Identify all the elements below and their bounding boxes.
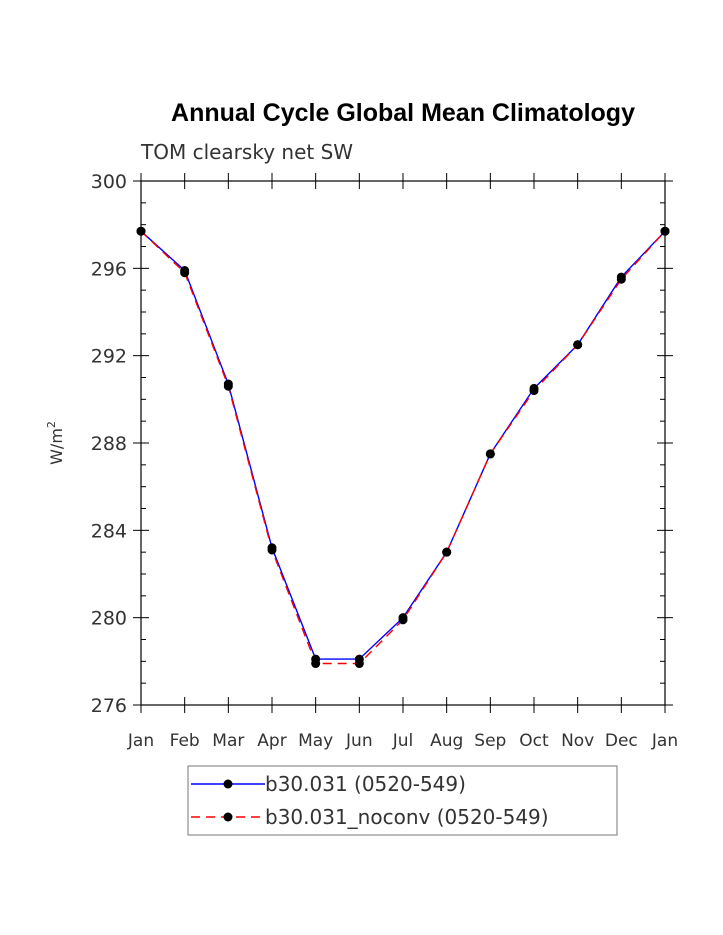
series-lines [140,230,666,665]
x-tick-label: Feb [170,731,200,751]
y-axis-label-superscript: 2 [45,421,58,428]
x-tick-label: Mar [212,731,244,751]
series-markers [136,226,670,669]
x-tick-label: Aug [430,731,463,751]
data-point-series-2 [223,381,233,391]
y-tick-label: 284 [91,520,127,542]
data-point-series-2 [267,545,277,555]
chart-subtitle: TOM clearsky net SW [140,140,353,164]
y-tick-label: 280 [91,608,127,630]
legend-box [187,765,618,836]
series-line-2 [140,230,666,665]
x-tick-label: Sep [474,731,506,751]
plot-frame [140,180,666,706]
data-point-series-2 [485,449,495,459]
data-point-series-2 [616,274,626,284]
legend-marker-series-2 [223,812,233,822]
legend-label-series-1: b30.031 (0520-549) [265,772,466,796]
legend-marker-series-1 [223,779,233,789]
legend: b30.031 (0520-549) b30.031_noconv (0520-… [187,765,618,836]
y-tick-label: 276 [91,695,127,717]
x-tick-label: Nov [561,731,594,751]
y-tick-label: 292 [91,346,127,368]
legend-label-series-2: b30.031_noconv (0520-549) [265,805,549,829]
x-tick-label: Oct [519,731,549,751]
x-tick-label: Jun [345,731,373,751]
data-point-series-2 [529,386,539,396]
y-tick-label: 288 [91,433,127,455]
y-axis-label-text: W/m [47,428,66,465]
data-point-series-2 [442,547,452,557]
x-tick-label: May [298,731,333,751]
series-line-1 [140,230,666,660]
data-point-series-2 [354,659,364,669]
axis-ticks [133,173,673,713]
axis-tick-labels: 276 280 284 288 292 296 300 Jan Feb Mar Apr May Jun J… [91,171,678,751]
chart-title: Annual Cycle Global Mean Climatology [171,99,635,127]
x-tick-label: Jan [127,731,154,751]
x-tick-label: Jul [392,731,414,751]
x-tick-label: Apr [257,731,286,751]
data-point-series-2 [660,226,670,236]
x-tick-label: Dec [605,731,638,751]
svg-text:W/m2: W/m2 [45,421,66,465]
y-tick-label: 296 [91,258,127,280]
data-point-series-2 [180,268,190,278]
x-tick-label: Jan [651,731,678,751]
data-point-series-2 [136,226,146,236]
data-point-series-2 [398,615,408,625]
data-point-series-2 [573,340,583,350]
data-point-series-2 [311,659,321,669]
y-tick-label: 300 [91,171,127,193]
y-axis-label: W/m2 [45,421,66,465]
